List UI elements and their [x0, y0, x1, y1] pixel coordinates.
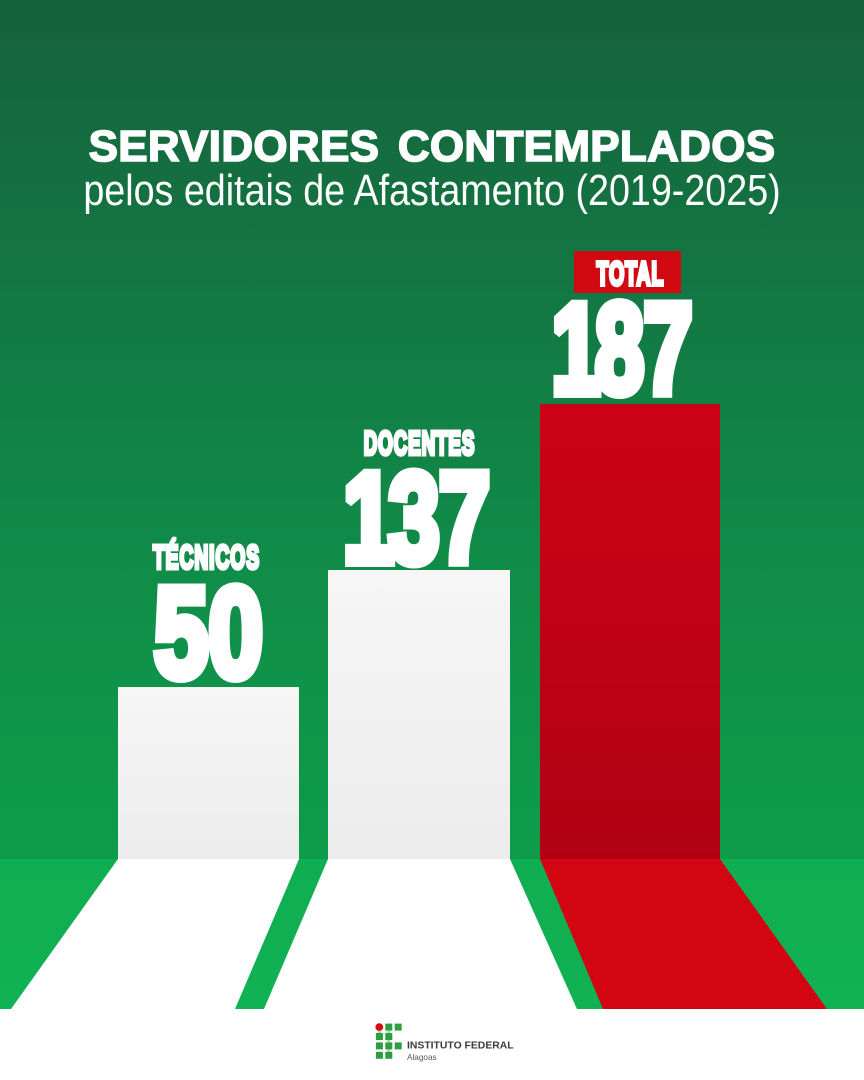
svg-text:TÉCNICOS: TÉCNICOS	[153, 538, 260, 576]
svg-text:187: 187	[551, 278, 692, 421]
svg-text:INSTITUTO FEDERAL: INSTITUTO FEDERAL	[407, 1041, 514, 1052]
svg-text:50: 50	[154, 562, 263, 705]
svg-text:137: 137	[343, 446, 490, 589]
svg-text:DOCENTES: DOCENTES	[364, 425, 476, 462]
svg-text:TOTAL: TOTAL	[597, 255, 665, 293]
svg-text:Alagoas: Alagoas	[407, 1053, 437, 1062]
